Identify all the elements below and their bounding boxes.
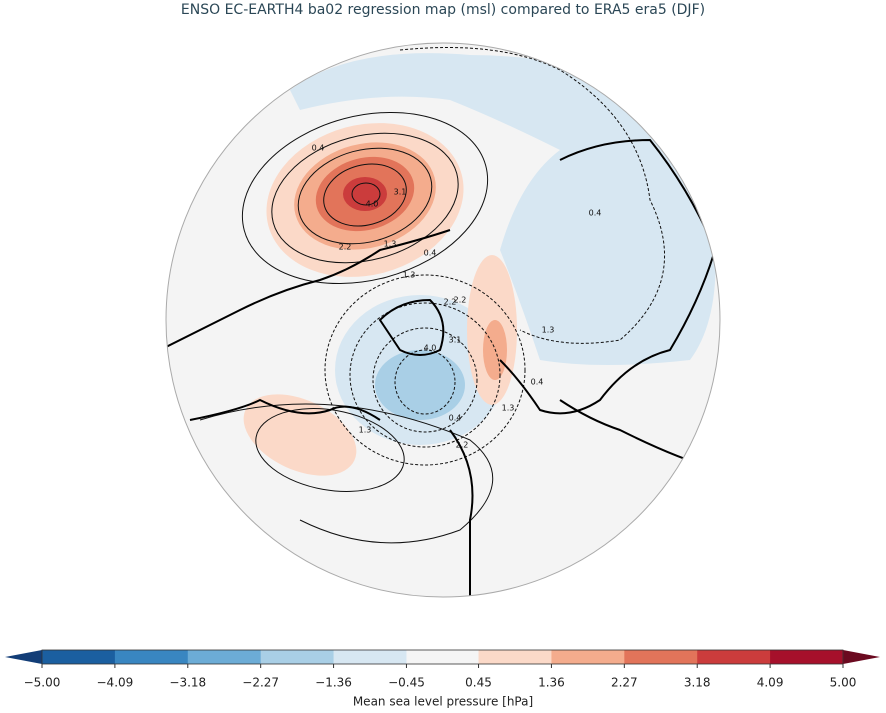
colorbar-bin <box>770 650 844 664</box>
colorbar-under <box>5 650 42 664</box>
blue-region <box>375 350 465 420</box>
colorbar-tick-label: 2.27 <box>611 676 638 690</box>
contour-label: 2.2 <box>456 441 469 450</box>
contour-label: 0.4 <box>589 209 602 218</box>
contour-label: 0.4 <box>531 378 544 387</box>
colorbar-bin <box>333 650 407 664</box>
colorbar-over <box>843 650 880 664</box>
colorbar-bin <box>406 650 480 664</box>
map-border <box>165 42 721 598</box>
colorbar-tick-label: 1.36 <box>538 676 565 690</box>
colorbar: −5.00 −4.09 −3.18 −2.27 −1.36 −0.45 0.45 1.36 2.… <box>5 649 880 690</box>
colorbar-bin <box>478 650 552 664</box>
red-region <box>343 177 387 211</box>
colorbar-tick-label: −2.27 <box>242 676 279 690</box>
contour-labels: 0.4 4.0 3.1 2.2 1.3 0.4 1.3 2.2 3.1 4.0 0.4 1.3 0.4 1… <box>312 144 602 450</box>
colorbar-tick-label: −4.09 <box>97 676 134 690</box>
colorbar-tick-label: −3.18 <box>169 676 206 690</box>
colorbar-bin <box>114 650 189 664</box>
contour-label: 1.3 <box>502 404 515 413</box>
colorbar-tick-label: 3.18 <box>684 676 711 690</box>
map-title: ENSO EC-EARTH4 ba02 regression map (msl)… <box>181 2 705 18</box>
contour-label: 2.2 <box>444 298 457 307</box>
contour-label: 1.3 <box>359 426 372 435</box>
colorbar-tick-label: −1.36 <box>315 676 352 690</box>
blue-region <box>290 53 716 365</box>
contour-label: 3.1 <box>449 336 462 345</box>
colorbar-outline <box>41 649 844 665</box>
colorbar-tick-label: 4.09 <box>757 676 784 690</box>
contour-label: 1.3 <box>403 271 416 280</box>
negative-contours <box>324 47 665 466</box>
colorbar-tick-label: −0.45 <box>388 676 425 690</box>
contour-label: 0.4 <box>449 414 462 423</box>
contour-label: 2.2 <box>339 243 352 252</box>
contours <box>199 111 494 544</box>
colorbar-bin <box>551 650 625 664</box>
colorbar-label: Mean sea level pressure [hPa] <box>353 695 533 709</box>
colorbar-tick-label: 5.00 <box>830 676 857 690</box>
map-disc: 0.4 4.0 3.1 2.2 1.3 0.4 1.3 2.2 3.1 4.0 0.4 1.3 0.4 1… <box>166 43 720 597</box>
colorbar-bin <box>697 650 771 664</box>
contour-label: 3.1 <box>394 188 407 197</box>
contour-label: 0.4 <box>424 249 437 258</box>
colorbar-tick-label: 0.45 <box>465 676 492 690</box>
contour-label: 1.3 <box>384 240 397 249</box>
contour-label: 2.2 <box>454 296 467 305</box>
colorbar-tick-label: −5.00 <box>24 676 61 690</box>
contour-label: 4.0 <box>366 200 379 209</box>
colorbar-bin <box>260 650 335 664</box>
contour-label: 4.0 <box>424 344 437 353</box>
colorbar-bin <box>624 650 698 664</box>
contour-label: 1.3 <box>542 326 555 335</box>
colorbar-bin <box>42 650 116 664</box>
red-region <box>243 394 357 476</box>
colorbar-bin <box>187 650 262 664</box>
contour-label: 0.4 <box>312 144 325 153</box>
